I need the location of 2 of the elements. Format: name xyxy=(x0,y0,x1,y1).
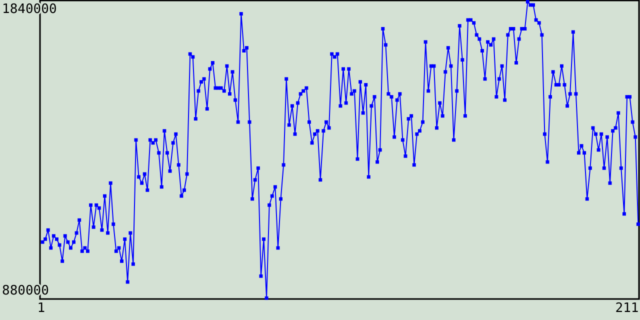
x-tick-label: 211 xyxy=(615,301,639,316)
x-tick-label: 1 xyxy=(37,301,46,316)
